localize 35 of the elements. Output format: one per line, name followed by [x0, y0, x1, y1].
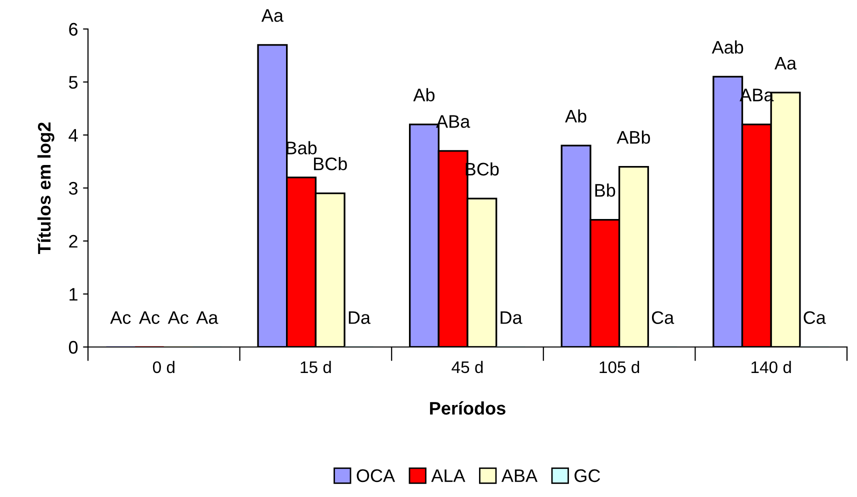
data-label: Ab: [565, 109, 586, 123]
x-tick-label: 15 d: [300, 360, 331, 374]
data-label: ABb: [616, 130, 650, 144]
x-tick-label: 45 d: [452, 360, 483, 374]
y-tick-label: 5: [68, 76, 78, 89]
x-tick-label: 105 d: [600, 360, 640, 374]
data-label: Aa: [261, 9, 284, 22]
legend-label: OCA: [356, 469, 396, 482]
data-label: Da: [348, 311, 371, 324]
x-axis-title: Períodos: [430, 401, 506, 415]
y-tick-label: 6: [69, 22, 78, 36]
data-label: Ac: [110, 311, 131, 324]
data-label: Ca: [804, 311, 826, 324]
data-label: BCb: [314, 157, 347, 170]
y-tick-label: 0: [68, 340, 78, 354]
y-axis-title: Títulos em log2: [37, 122, 54, 254]
data-label: Ab: [413, 88, 435, 102]
y-tick-label: 3: [68, 182, 78, 195]
data-label: Da: [500, 311, 522, 324]
data-label: Ac: [138, 311, 160, 324]
data-label: Aa: [196, 311, 218, 324]
legend-label: ABA: [501, 469, 538, 482]
y-tick-label: 2: [69, 234, 78, 248]
x-tick-label: 140 d: [752, 360, 791, 374]
data-label: Aab: [712, 40, 744, 54]
data-label: Bb: [595, 184, 616, 197]
legend-label: GC: [574, 469, 600, 482]
data-label: Ca: [652, 311, 674, 324]
x-tick-label: 0 d: [152, 360, 174, 374]
data-label: Ac: [168, 311, 188, 324]
data-label: Aa: [774, 56, 797, 70]
y-tick-label: 1: [70, 288, 78, 301]
data-label: ABa: [436, 115, 470, 128]
y-tick-label: 4: [68, 129, 78, 142]
legend-label: ALA: [431, 469, 466, 482]
